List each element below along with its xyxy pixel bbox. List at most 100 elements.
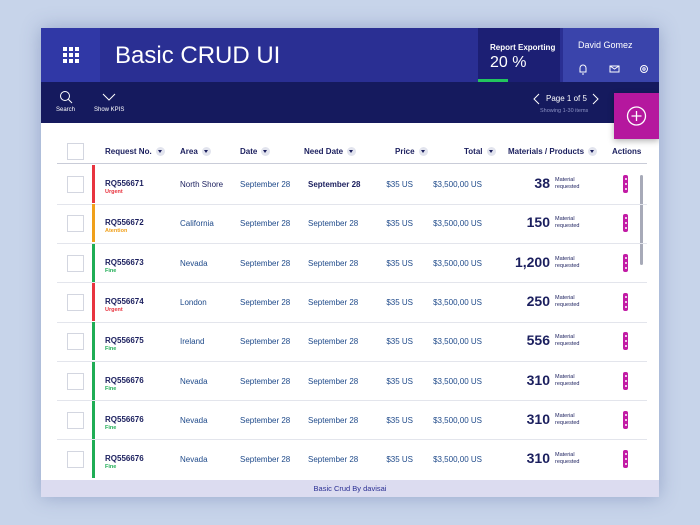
area: Nevada — [180, 415, 208, 425]
column-header[interactable]: Total — [464, 147, 496, 156]
date: September 28 — [240, 180, 291, 189]
sort-button[interactable] — [588, 147, 598, 156]
total: $3,500,00 US — [433, 297, 482, 307]
user-name: David Gomez — [578, 40, 633, 50]
need-date: September 28 — [308, 415, 359, 425]
row-checkbox[interactable] — [67, 176, 84, 193]
sort-button[interactable] — [418, 147, 428, 156]
status: Fine — [105, 385, 117, 392]
row-checkbox[interactable] — [67, 215, 84, 233]
status: Fine — [105, 424, 117, 431]
next-page[interactable] — [590, 92, 600, 106]
total: $3,500,00 US — [433, 258, 482, 268]
area: Ireland — [180, 337, 205, 347]
settings-icon[interactable] — [640, 65, 648, 73]
prev-page[interactable] — [532, 92, 542, 106]
export-label: Report Exporting — [490, 43, 556, 52]
need-date: September 28 — [308, 297, 359, 307]
quantity: 310 — [526, 410, 550, 427]
price: $35 US — [386, 219, 413, 229]
kpi-label[interactable]: Show KPIS — [94, 107, 125, 113]
bell-icon[interactable] — [579, 64, 587, 75]
page-indicator: Page 1 of 5 — [546, 94, 587, 103]
total: $3,500,00 US — [433, 455, 482, 465]
add-button[interactable] — [614, 93, 659, 139]
actions-menu[interactable] — [623, 292, 628, 311]
price: $35 US — [386, 180, 413, 189]
material-label: Material requested — [555, 412, 580, 426]
request-no: RQ556676 — [105, 375, 144, 385]
price: $35 US — [386, 297, 413, 307]
sort-button[interactable] — [261, 147, 271, 156]
material-label: Material requested — [555, 334, 580, 348]
price: $35 US — [386, 455, 413, 465]
mail-icon[interactable] — [609, 65, 620, 73]
actions-menu[interactable] — [623, 175, 628, 193]
actions-menu[interactable] — [623, 371, 628, 390]
row-checkbox[interactable] — [67, 451, 84, 469]
status: Urgent — [105, 306, 123, 313]
sort-button[interactable] — [347, 147, 357, 156]
row-checkbox[interactable] — [67, 254, 84, 272]
request-no: RQ556676 — [105, 454, 144, 464]
quantity: 150 — [526, 214, 550, 231]
quantity: 1,200 — [514, 253, 550, 270]
row-checkbox[interactable] — [67, 411, 84, 429]
kpi-chevron[interactable] — [102, 92, 116, 102]
sort-button[interactable] — [486, 147, 496, 156]
status-bar — [92, 282, 95, 321]
actions-menu[interactable] — [623, 332, 628, 351]
actions-menu[interactable] — [623, 253, 628, 272]
column-title: Total — [464, 147, 483, 156]
search-icon[interactable] — [58, 90, 74, 104]
total: $3,500,00 US — [433, 415, 482, 425]
status-bar — [92, 243, 95, 282]
app-title: Basic CRUD UI — [115, 42, 281, 69]
total: $3,500,00 US — [433, 180, 482, 189]
row-checkbox[interactable] — [67, 372, 84, 390]
row-checkbox[interactable] — [67, 333, 84, 351]
column-title: Actions — [612, 147, 642, 156]
area: Nevada — [180, 455, 208, 465]
status-bar — [92, 322, 95, 361]
menu-button[interactable] — [41, 28, 100, 82]
actions-menu[interactable] — [623, 450, 628, 469]
material-label: Material requested — [555, 255, 580, 269]
price: $35 US — [386, 376, 413, 386]
column-header[interactable]: Area — [180, 147, 211, 156]
status-bar — [92, 165, 95, 203]
select-all-checkbox[interactable] — [67, 143, 84, 160]
column-header[interactable]: Price — [395, 147, 428, 156]
total: $3,500,00 US — [433, 219, 482, 229]
sort-button[interactable] — [155, 147, 165, 156]
toolbar — [41, 82, 659, 123]
row-checkbox[interactable] — [67, 293, 84, 311]
material-label: Material requested — [555, 177, 580, 190]
request-no: RQ556676 — [105, 414, 144, 424]
date: September 28 — [240, 455, 291, 465]
actions-menu[interactable] — [623, 214, 628, 233]
area: Nevada — [180, 376, 208, 386]
column-header[interactable]: Request No. — [105, 147, 165, 156]
request-no: RQ556671 — [105, 179, 144, 188]
date: September 28 — [240, 297, 291, 307]
area: London — [180, 297, 207, 307]
export-value: 20 % — [490, 54, 527, 71]
column-header[interactable]: Need Date — [304, 147, 357, 156]
request-no: RQ556673 — [105, 257, 144, 267]
sort-button[interactable] — [201, 147, 211, 156]
app-window: Basic CRUD UI Report Exporting 20 % Davi… — [41, 28, 659, 497]
row-divider — [57, 242, 647, 244]
column-header[interactable]: Date — [240, 147, 271, 156]
actions-menu[interactable] — [623, 410, 628, 429]
row-divider — [57, 203, 647, 205]
items-count: Showing 1-30 items — [540, 108, 589, 114]
row-divider — [57, 439, 647, 441]
footer-text: Basic Crud By davisai — [313, 484, 387, 493]
need-date: September 28 — [308, 258, 359, 268]
column-header: Actions — [612, 147, 641, 156]
footer: Basic Crud By davisai — [41, 480, 659, 497]
search-label[interactable]: Search — [56, 107, 76, 113]
column-header[interactable]: Materials / Products — [508, 147, 598, 156]
material-label: Material requested — [555, 452, 580, 466]
